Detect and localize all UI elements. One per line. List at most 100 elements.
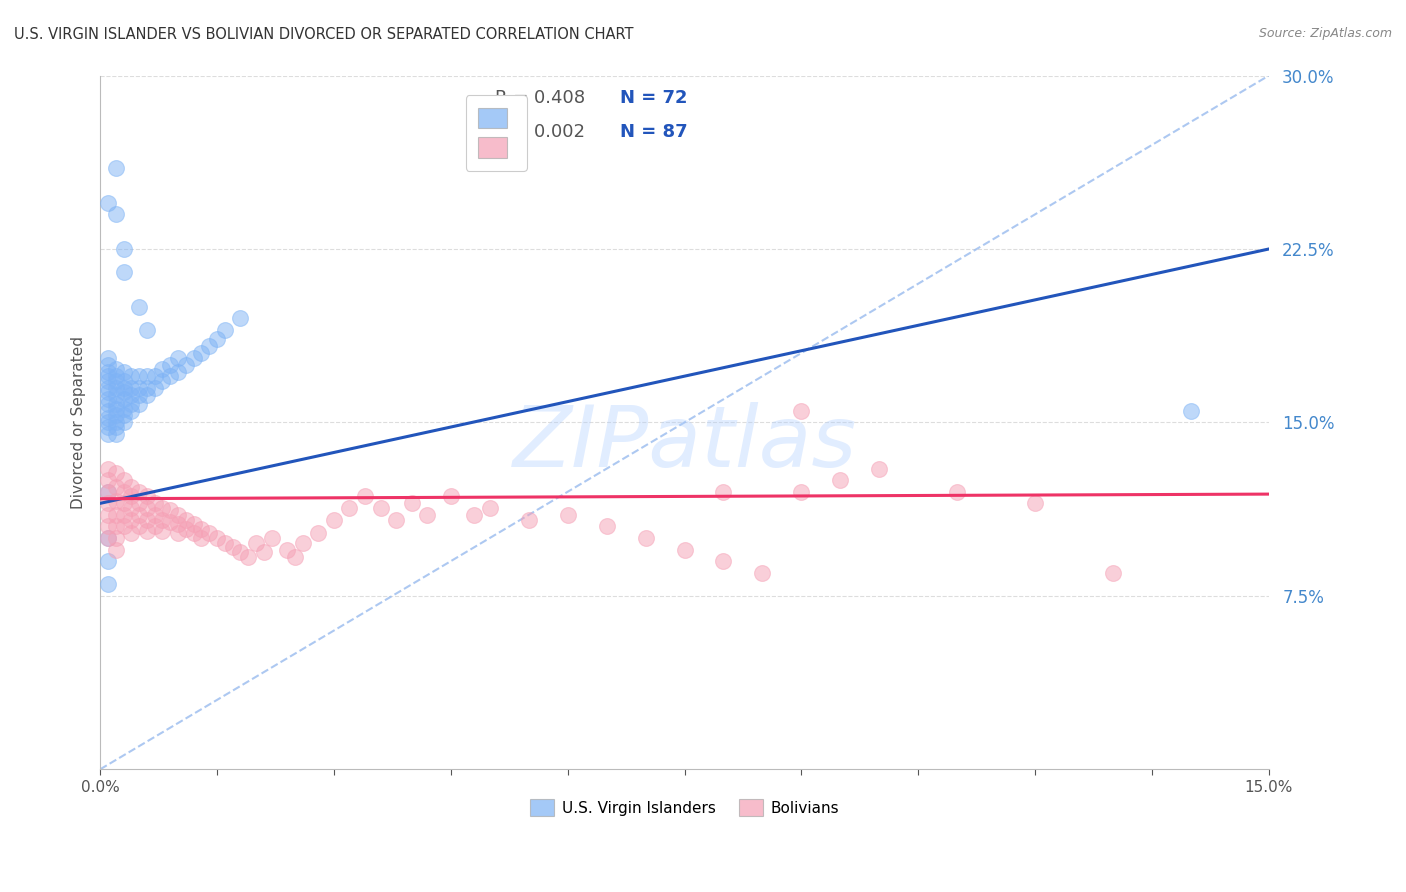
Point: [135, 512, 157, 526]
Point: [183, 526, 205, 541]
Point: [190, 531, 212, 545]
Point: [440, 490, 463, 504]
Point: [97, 420, 120, 434]
Point: [97, 577, 120, 591]
Point: [135, 381, 157, 395]
Point: [143, 508, 166, 522]
Point: [97, 410, 120, 425]
Point: [120, 387, 142, 401]
Point: [97, 374, 120, 388]
Point: [128, 381, 150, 395]
Point: [97, 385, 120, 400]
Point: [135, 387, 157, 401]
Point: [322, 512, 344, 526]
Point: [112, 508, 135, 522]
Point: [135, 500, 157, 515]
Point: [790, 484, 813, 499]
Point: [135, 490, 157, 504]
Point: [112, 365, 135, 379]
Point: [253, 545, 276, 559]
Point: [120, 490, 142, 504]
Point: [112, 416, 135, 430]
Point: [112, 392, 135, 407]
Point: [104, 427, 127, 442]
Point: [104, 480, 127, 494]
Point: [104, 161, 127, 175]
Point: [128, 519, 150, 533]
Point: [284, 549, 307, 564]
Point: [238, 549, 260, 564]
Point: [401, 496, 423, 510]
Point: [143, 369, 166, 384]
Point: [97, 404, 120, 418]
Point: [97, 554, 120, 568]
Point: [128, 397, 150, 411]
Point: [673, 542, 696, 557]
Point: [120, 397, 142, 411]
Point: [97, 381, 120, 395]
Point: [120, 480, 142, 494]
Point: [174, 512, 197, 526]
Point: [104, 508, 127, 522]
Point: [97, 392, 120, 407]
Point: [557, 508, 579, 522]
Point: [112, 265, 135, 279]
Point: [713, 554, 735, 568]
Point: [97, 473, 120, 487]
Point: [385, 512, 408, 526]
Point: [97, 369, 120, 384]
Point: [713, 484, 735, 499]
Point: [104, 387, 127, 401]
Point: [120, 512, 142, 526]
Point: [97, 416, 120, 430]
Point: [135, 323, 157, 337]
Point: [135, 524, 157, 538]
Point: [104, 494, 127, 508]
Point: [97, 427, 120, 442]
Point: [104, 362, 127, 376]
Text: R = 0.408: R = 0.408: [495, 89, 585, 107]
Point: [152, 374, 174, 388]
Point: [112, 519, 135, 533]
Point: [463, 508, 485, 522]
Point: [112, 401, 135, 416]
Point: [128, 496, 150, 510]
Point: [152, 512, 174, 526]
Point: [339, 500, 361, 515]
Text: R = 0.002: R = 0.002: [495, 123, 585, 142]
Point: [167, 508, 190, 522]
Point: [198, 526, 221, 541]
Point: [167, 365, 190, 379]
Point: [595, 519, 617, 533]
Point: [205, 531, 228, 545]
Point: [245, 535, 267, 549]
Point: [97, 195, 120, 210]
Point: [104, 401, 127, 416]
Text: U.S. VIRGIN ISLANDER VS BOLIVIAN DIVORCED OR SEPARATED CORRELATION CHART: U.S. VIRGIN ISLANDER VS BOLIVIAN DIVORCE…: [14, 27, 634, 42]
Point: [128, 369, 150, 384]
Point: [97, 496, 120, 510]
Point: [112, 496, 135, 510]
Point: [190, 346, 212, 360]
Point: [128, 387, 150, 401]
Point: [790, 404, 813, 418]
Point: [112, 381, 135, 395]
Point: [97, 365, 120, 379]
Point: [183, 351, 205, 365]
Point: [112, 484, 135, 499]
Point: [307, 526, 329, 541]
Point: [135, 369, 157, 384]
Point: [229, 545, 252, 559]
Point: [159, 503, 181, 517]
Point: [104, 542, 127, 557]
Point: [159, 358, 181, 372]
Point: [1024, 496, 1046, 510]
Point: [167, 526, 190, 541]
Point: [112, 409, 135, 423]
Point: [159, 369, 181, 384]
Point: [143, 381, 166, 395]
Legend: U.S. Virgin Islanders, Bolivians: U.S. Virgin Islanders, Bolivians: [522, 791, 846, 824]
Point: [97, 358, 120, 372]
Point: [152, 500, 174, 515]
Point: [104, 381, 127, 395]
